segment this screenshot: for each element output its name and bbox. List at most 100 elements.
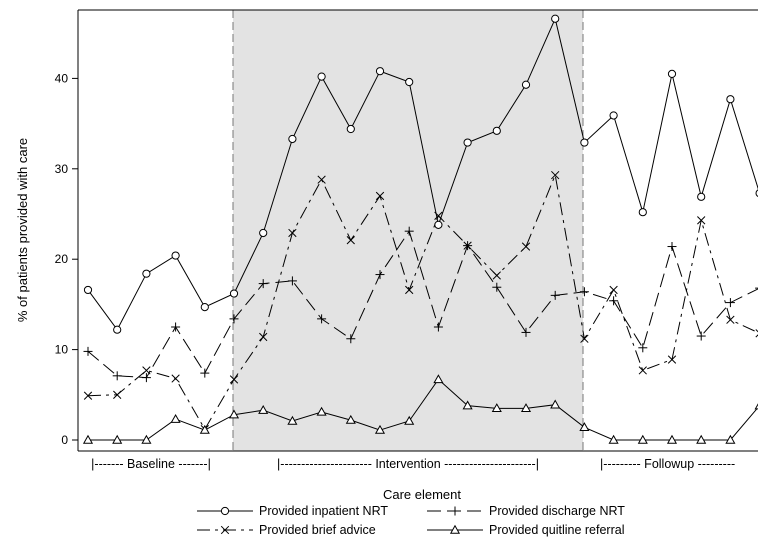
data-point [463, 241, 472, 250]
series-line [87, 230, 758, 379]
data-point [725, 298, 735, 308]
data-point [667, 355, 677, 364]
data-point [141, 434, 152, 444]
data-point [697, 216, 706, 225]
phase-label-followup: |--------- Followup --------- [600, 457, 735, 471]
data-point [492, 271, 501, 280]
legend-item: Provided quitline referral [427, 523, 625, 537]
series-layer [82, 14, 758, 444]
legend-item: Provided discharge NRT [427, 504, 625, 518]
data-point [609, 296, 619, 306]
data-point [83, 285, 93, 295]
y-axis-title: % of patients provided with care [15, 138, 30, 322]
y-tick-label: 20 [55, 252, 69, 266]
data-point [433, 374, 444, 384]
data-point [404, 415, 415, 425]
data-point [697, 192, 706, 201]
phase-label-baseline: |------- Baseline -------| [91, 457, 211, 471]
data-point [200, 303, 209, 312]
legend-label: Provided discharge NRT [489, 504, 625, 518]
series-provided-brief-advice [83, 170, 758, 434]
data-point [725, 434, 736, 444]
data-point [726, 315, 735, 324]
data-point [170, 413, 181, 423]
data-point [579, 422, 590, 432]
data-point [755, 329, 758, 338]
data-point [346, 334, 356, 344]
legend-marker [450, 506, 460, 516]
data-point [287, 415, 298, 425]
y-ticks: 0 10 20 30 40 [55, 71, 78, 447]
data-point [82, 434, 94, 444]
data-point [346, 236, 355, 245]
data-point [141, 373, 151, 383]
data-point [609, 285, 618, 295]
data-point [521, 242, 531, 251]
data-point [171, 251, 180, 260]
data-point [462, 400, 473, 410]
data-point [551, 170, 560, 180]
data-point [696, 434, 707, 444]
series-line [87, 17, 758, 331]
data-point [492, 126, 501, 135]
data-point [83, 391, 93, 400]
data-point [551, 14, 560, 23]
data-point [433, 322, 443, 332]
data-point [696, 331, 706, 341]
legend-label: Provided quitline referral [489, 523, 625, 537]
data-point [579, 287, 589, 297]
data-point [171, 374, 180, 383]
legend-marker [220, 506, 230, 516]
data-point [434, 211, 443, 220]
data-point [317, 72, 326, 81]
data-point [228, 409, 240, 419]
legend-marker [220, 525, 230, 535]
legend-label: Provided brief advice [259, 523, 376, 537]
series-line [88, 378, 758, 441]
y-tick-label: 0 [61, 433, 68, 447]
data-point [229, 375, 239, 384]
data-point [229, 289, 239, 298]
data-point [667, 242, 677, 252]
data-point [229, 314, 239, 324]
data-point [404, 226, 414, 236]
data-point [288, 228, 297, 238]
data-point [550, 290, 560, 300]
legend: Provided inpatient NRT Provided discharge… [197, 504, 625, 537]
legend-item: Provided brief advice [197, 523, 376, 537]
intervention-shading [233, 10, 583, 451]
data-point [638, 343, 648, 353]
phase-boundaries [232, 10, 584, 451]
y-tick-label: 10 [55, 343, 69, 357]
data-point [580, 334, 589, 343]
data-point [259, 228, 268, 238]
data-point [258, 404, 269, 414]
data-point [113, 325, 122, 334]
data-point [171, 322, 181, 332]
data-point [346, 124, 355, 134]
legend-item: Provided inpatient NRT [197, 504, 388, 518]
data-point [755, 287, 758, 289]
data-point [317, 175, 326, 184]
data-point [521, 327, 531, 337]
legend-marker [449, 524, 461, 534]
series-provided-quitline-referral [82, 374, 758, 444]
data-point [374, 424, 386, 434]
series-provided-inpatient-nrt [83, 14, 758, 334]
data-point [199, 424, 210, 434]
data-point [142, 366, 151, 375]
data-point [521, 80, 531, 89]
series-line [87, 173, 758, 431]
data-point [316, 406, 327, 416]
data-point [608, 434, 619, 444]
data-point [637, 434, 648, 444]
data-point [638, 366, 647, 375]
data-point [609, 111, 618, 120]
data-point [200, 368, 210, 378]
data-point [112, 371, 122, 381]
data-point [375, 270, 385, 280]
data-point [492, 282, 502, 292]
data-point [288, 134, 297, 144]
